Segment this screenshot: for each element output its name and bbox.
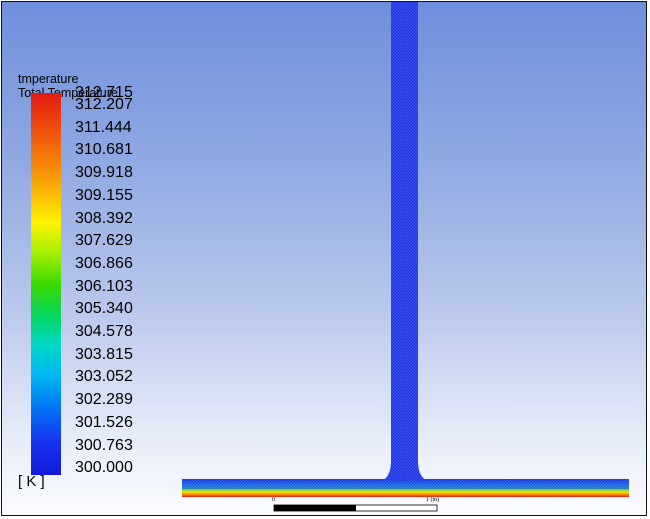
legend-tick-label: 308.392 (75, 209, 133, 227)
legend-tick-label: 300.763 (75, 436, 133, 454)
scale-start-label: 0 (272, 497, 275, 503)
legend-unit: [ K ] (18, 473, 45, 490)
color-legend-bar (31, 93, 61, 475)
legend-tick-label: 301.526 (75, 413, 133, 431)
legend-tick-label: 305.340 (75, 300, 133, 318)
legend-tick-label: 310.681 (75, 141, 133, 159)
legend-tick-label: 303.052 (75, 368, 133, 386)
legend-tick-label: 300.000 (75, 459, 133, 477)
legend-tick-label: 306.866 (75, 254, 133, 272)
channel-mesh-lines (182, 479, 629, 497)
scale-end-label: 1 (m) (426, 496, 439, 503)
legend-tick-label: 302.289 (75, 391, 133, 409)
legend-tick-label: 303.815 (75, 345, 133, 363)
pipe-junction (383, 460, 426, 480)
legend-tick-label: 304.578 (75, 323, 133, 340)
legend-tick-label: 312.715 (75, 84, 133, 101)
legend-title: tmperature (18, 72, 79, 86)
legend-tick-label: 307.629 (75, 232, 133, 250)
legend-tick-label: 311.444 (75, 118, 132, 136)
legend-tick-label: 312.207 (75, 96, 133, 113)
legend-tick-label: 306.103 (75, 277, 133, 295)
legend-tick-label: 309.155 (75, 186, 133, 204)
vertical-pipe-mesh (391, 2, 418, 474)
legend-tick-label: 309.918 (75, 164, 133, 182)
scale-bar-fill (274, 505, 356, 511)
